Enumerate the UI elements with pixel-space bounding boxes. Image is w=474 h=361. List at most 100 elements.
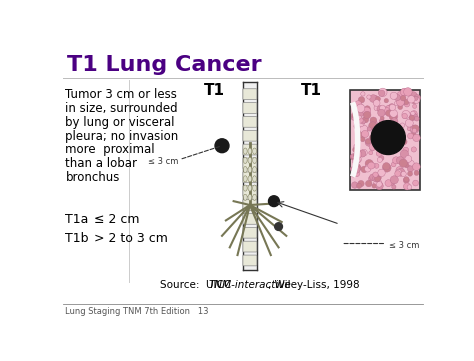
Circle shape xyxy=(368,176,374,181)
Circle shape xyxy=(386,110,392,117)
Text: ≤ 2 cm: ≤ 2 cm xyxy=(94,213,140,226)
FancyBboxPatch shape xyxy=(243,241,257,252)
Circle shape xyxy=(399,159,407,167)
Text: pleura; no invasion: pleura; no invasion xyxy=(65,130,179,143)
Circle shape xyxy=(356,158,360,163)
Ellipse shape xyxy=(248,166,252,173)
Circle shape xyxy=(397,168,405,176)
Circle shape xyxy=(355,151,362,158)
FancyBboxPatch shape xyxy=(243,186,257,196)
Circle shape xyxy=(368,162,375,169)
Circle shape xyxy=(410,111,415,116)
Circle shape xyxy=(401,171,406,177)
Circle shape xyxy=(395,171,401,177)
Circle shape xyxy=(411,113,417,119)
Text: T1b: T1b xyxy=(65,232,89,245)
Text: by lung or visceral: by lung or visceral xyxy=(65,116,175,129)
Circle shape xyxy=(355,156,361,163)
Ellipse shape xyxy=(243,157,247,164)
Text: ≤ 3 cm: ≤ 3 cm xyxy=(148,157,179,166)
Circle shape xyxy=(394,127,401,135)
Circle shape xyxy=(396,169,401,175)
Circle shape xyxy=(381,107,389,114)
Circle shape xyxy=(378,138,383,143)
Ellipse shape xyxy=(253,194,256,200)
Circle shape xyxy=(376,151,382,156)
Circle shape xyxy=(400,150,409,158)
Circle shape xyxy=(408,171,412,176)
Circle shape xyxy=(403,183,410,190)
FancyBboxPatch shape xyxy=(243,117,257,127)
Circle shape xyxy=(369,95,377,103)
Circle shape xyxy=(356,104,365,113)
Circle shape xyxy=(385,180,392,187)
Circle shape xyxy=(360,137,365,142)
Circle shape xyxy=(350,154,356,160)
Circle shape xyxy=(362,117,369,123)
Circle shape xyxy=(350,154,355,158)
Circle shape xyxy=(390,129,396,135)
Circle shape xyxy=(383,147,391,154)
Circle shape xyxy=(409,113,416,121)
Text: T1 Lung Cancer: T1 Lung Cancer xyxy=(67,55,262,75)
Circle shape xyxy=(372,163,376,167)
Circle shape xyxy=(401,95,406,101)
Circle shape xyxy=(351,173,356,177)
Circle shape xyxy=(387,105,393,110)
Circle shape xyxy=(396,134,404,143)
Circle shape xyxy=(379,137,387,145)
Circle shape xyxy=(402,113,408,119)
Circle shape xyxy=(412,104,417,108)
Text: Source:  UICC: Source: UICC xyxy=(160,280,235,291)
Circle shape xyxy=(408,133,413,139)
Circle shape xyxy=(403,99,409,105)
Text: T1: T1 xyxy=(204,83,225,98)
Text: TNM-interactive: TNM-interactive xyxy=(208,280,291,291)
Circle shape xyxy=(365,165,370,169)
Circle shape xyxy=(375,96,381,101)
Circle shape xyxy=(377,175,381,180)
Circle shape xyxy=(409,125,416,132)
FancyBboxPatch shape xyxy=(243,172,257,183)
Text: ≤ 3 cm: ≤ 3 cm xyxy=(389,242,419,250)
Circle shape xyxy=(358,180,364,187)
FancyBboxPatch shape xyxy=(243,255,257,266)
Circle shape xyxy=(411,97,417,104)
Circle shape xyxy=(363,107,371,115)
Text: in size, surrounded: in size, surrounded xyxy=(65,102,178,115)
Ellipse shape xyxy=(243,185,247,191)
Circle shape xyxy=(379,88,387,97)
Ellipse shape xyxy=(253,148,256,154)
Circle shape xyxy=(414,96,418,100)
Circle shape xyxy=(361,166,368,173)
Text: T1: T1 xyxy=(301,83,322,98)
Circle shape xyxy=(411,147,416,152)
Circle shape xyxy=(389,113,397,121)
Circle shape xyxy=(413,180,419,186)
Circle shape xyxy=(379,133,387,141)
FancyBboxPatch shape xyxy=(243,144,257,155)
Circle shape xyxy=(371,129,377,135)
Text: T1a: T1a xyxy=(65,213,89,226)
Circle shape xyxy=(394,101,399,106)
Circle shape xyxy=(358,120,365,127)
Ellipse shape xyxy=(253,157,256,164)
Circle shape xyxy=(372,127,377,131)
Circle shape xyxy=(384,121,388,125)
Circle shape xyxy=(357,115,361,119)
Circle shape xyxy=(390,180,395,186)
Circle shape xyxy=(380,105,385,111)
Circle shape xyxy=(369,122,377,130)
Circle shape xyxy=(404,162,410,168)
Ellipse shape xyxy=(253,185,256,191)
Circle shape xyxy=(353,170,360,177)
FancyBboxPatch shape xyxy=(243,103,257,113)
Circle shape xyxy=(404,102,410,107)
Circle shape xyxy=(414,116,419,121)
Circle shape xyxy=(374,105,380,111)
Circle shape xyxy=(382,149,387,155)
Circle shape xyxy=(412,114,418,119)
Ellipse shape xyxy=(248,176,252,182)
Circle shape xyxy=(391,118,398,125)
Circle shape xyxy=(352,166,360,173)
